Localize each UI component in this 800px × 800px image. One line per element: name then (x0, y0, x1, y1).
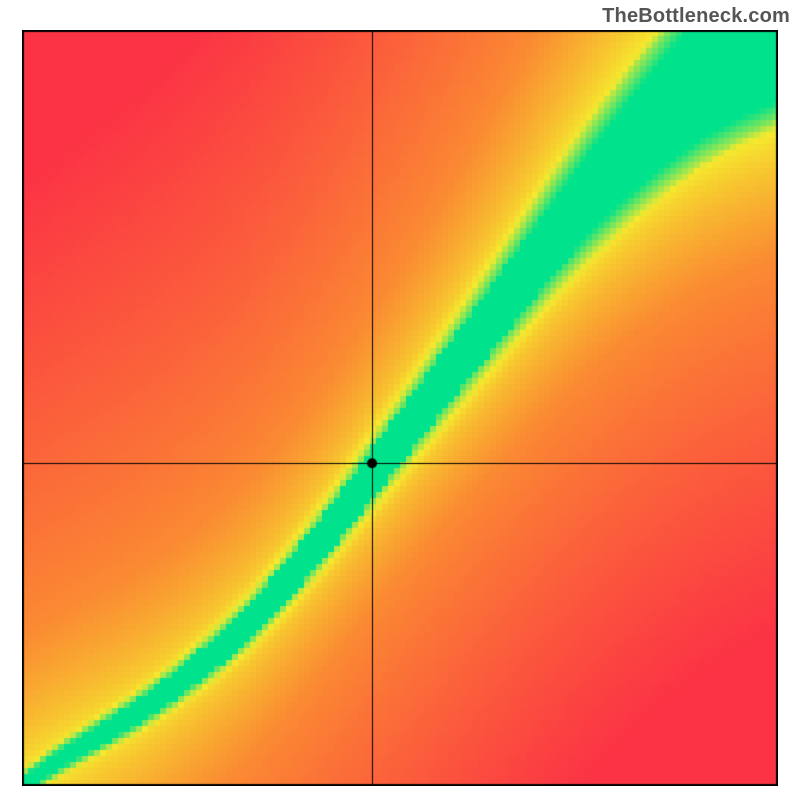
attribution-text: TheBottleneck.com (602, 5, 790, 28)
bottleneck-heatmap (22, 30, 778, 786)
